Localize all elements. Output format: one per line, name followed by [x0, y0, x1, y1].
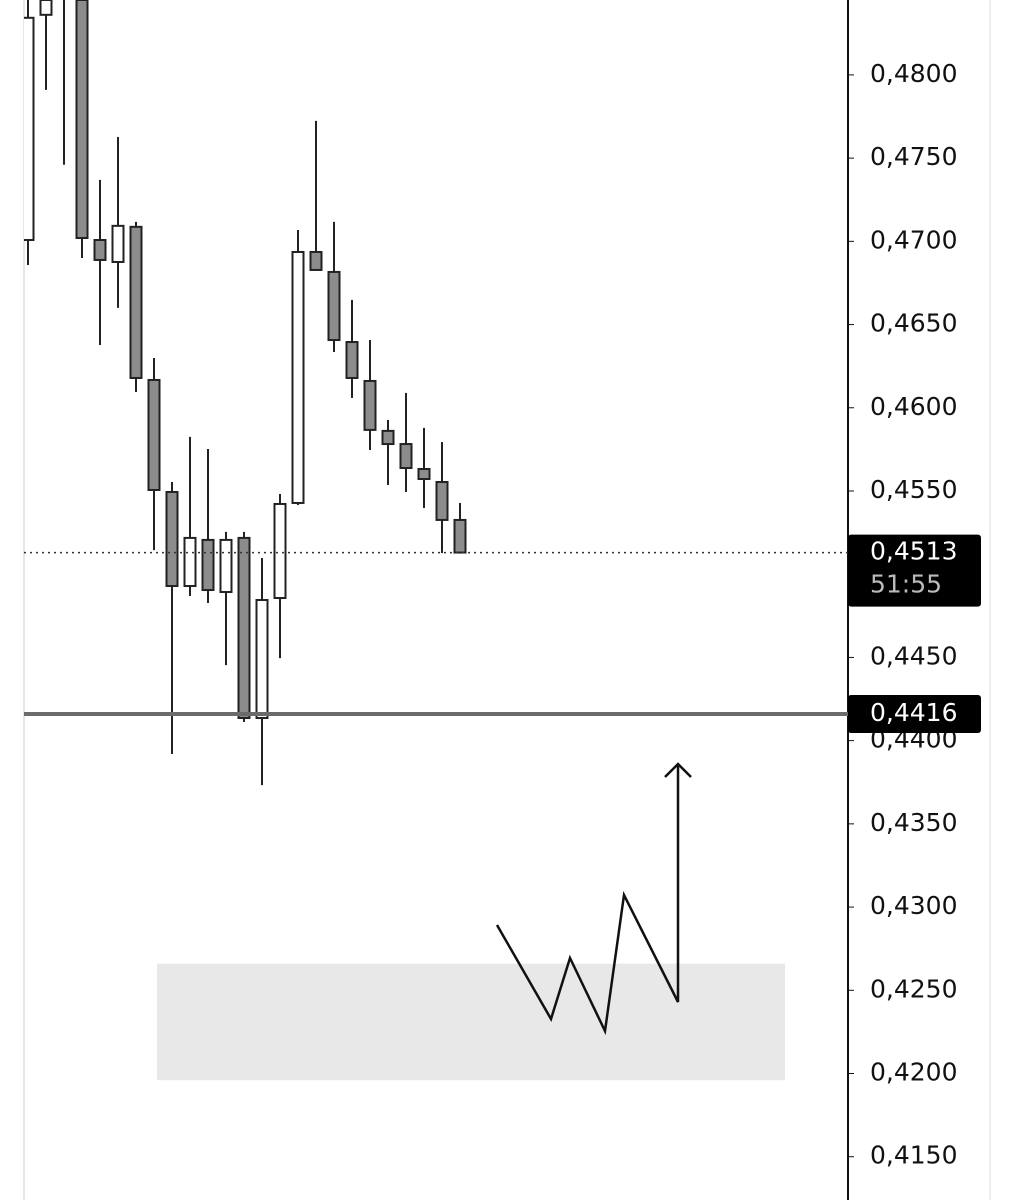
candle-body [147, 378, 161, 491]
y-tick-label: 0,4550 [870, 475, 957, 504]
candle-body [381, 429, 395, 446]
candle-body [129, 225, 143, 379]
y-tick-label: 0,4250 [870, 974, 957, 1003]
y-tick-label: 0,4800 [870, 59, 957, 88]
last-price-box [848, 534, 981, 607]
y-tick-label: 0,4700 [870, 225, 957, 254]
candle-body [273, 502, 287, 600]
y-tick-label: 0,4200 [870, 1058, 957, 1087]
candle-body [237, 536, 251, 720]
candle-body [201, 538, 215, 592]
candle-body [345, 341, 359, 379]
y-tick-label: 0,4350 [870, 808, 957, 837]
countdown: 51:55 [870, 570, 942, 599]
candle-body [183, 536, 197, 588]
candle-body [75, 0, 89, 240]
y-tick-label: 0,4150 [870, 1141, 957, 1170]
candle-body [363, 379, 377, 431]
y-tick-label: 0,4300 [870, 891, 957, 920]
candle-body [435, 480, 449, 521]
candle-body [309, 250, 323, 271]
candle-body [111, 224, 125, 263]
candle-body [93, 239, 107, 261]
y-tick-label: 0,4600 [870, 392, 957, 421]
candle-body [399, 443, 413, 470]
zone [157, 963, 785, 1081]
candle-body [24, 16, 35, 242]
drawing [495, 762, 692, 1036]
y-tick-label: 0,4750 [870, 142, 957, 171]
level-box [848, 695, 981, 734]
candle-body [255, 599, 269, 720]
candle-body [165, 490, 179, 588]
candle-body [219, 538, 233, 594]
candle-body [39, 0, 53, 16]
candle-body [291, 250, 305, 504]
arrow-head [664, 762, 692, 778]
candle-body [327, 270, 341, 342]
y-tick-label: 0,4650 [870, 309, 957, 338]
level-label: 0,4416 [870, 698, 957, 727]
candle-body [453, 518, 467, 554]
candle-body [417, 468, 431, 481]
last-price-label: 0,4513 [870, 537, 957, 566]
y-tick-label: 0,4450 [870, 641, 957, 670]
zigzag [495, 766, 680, 1036]
